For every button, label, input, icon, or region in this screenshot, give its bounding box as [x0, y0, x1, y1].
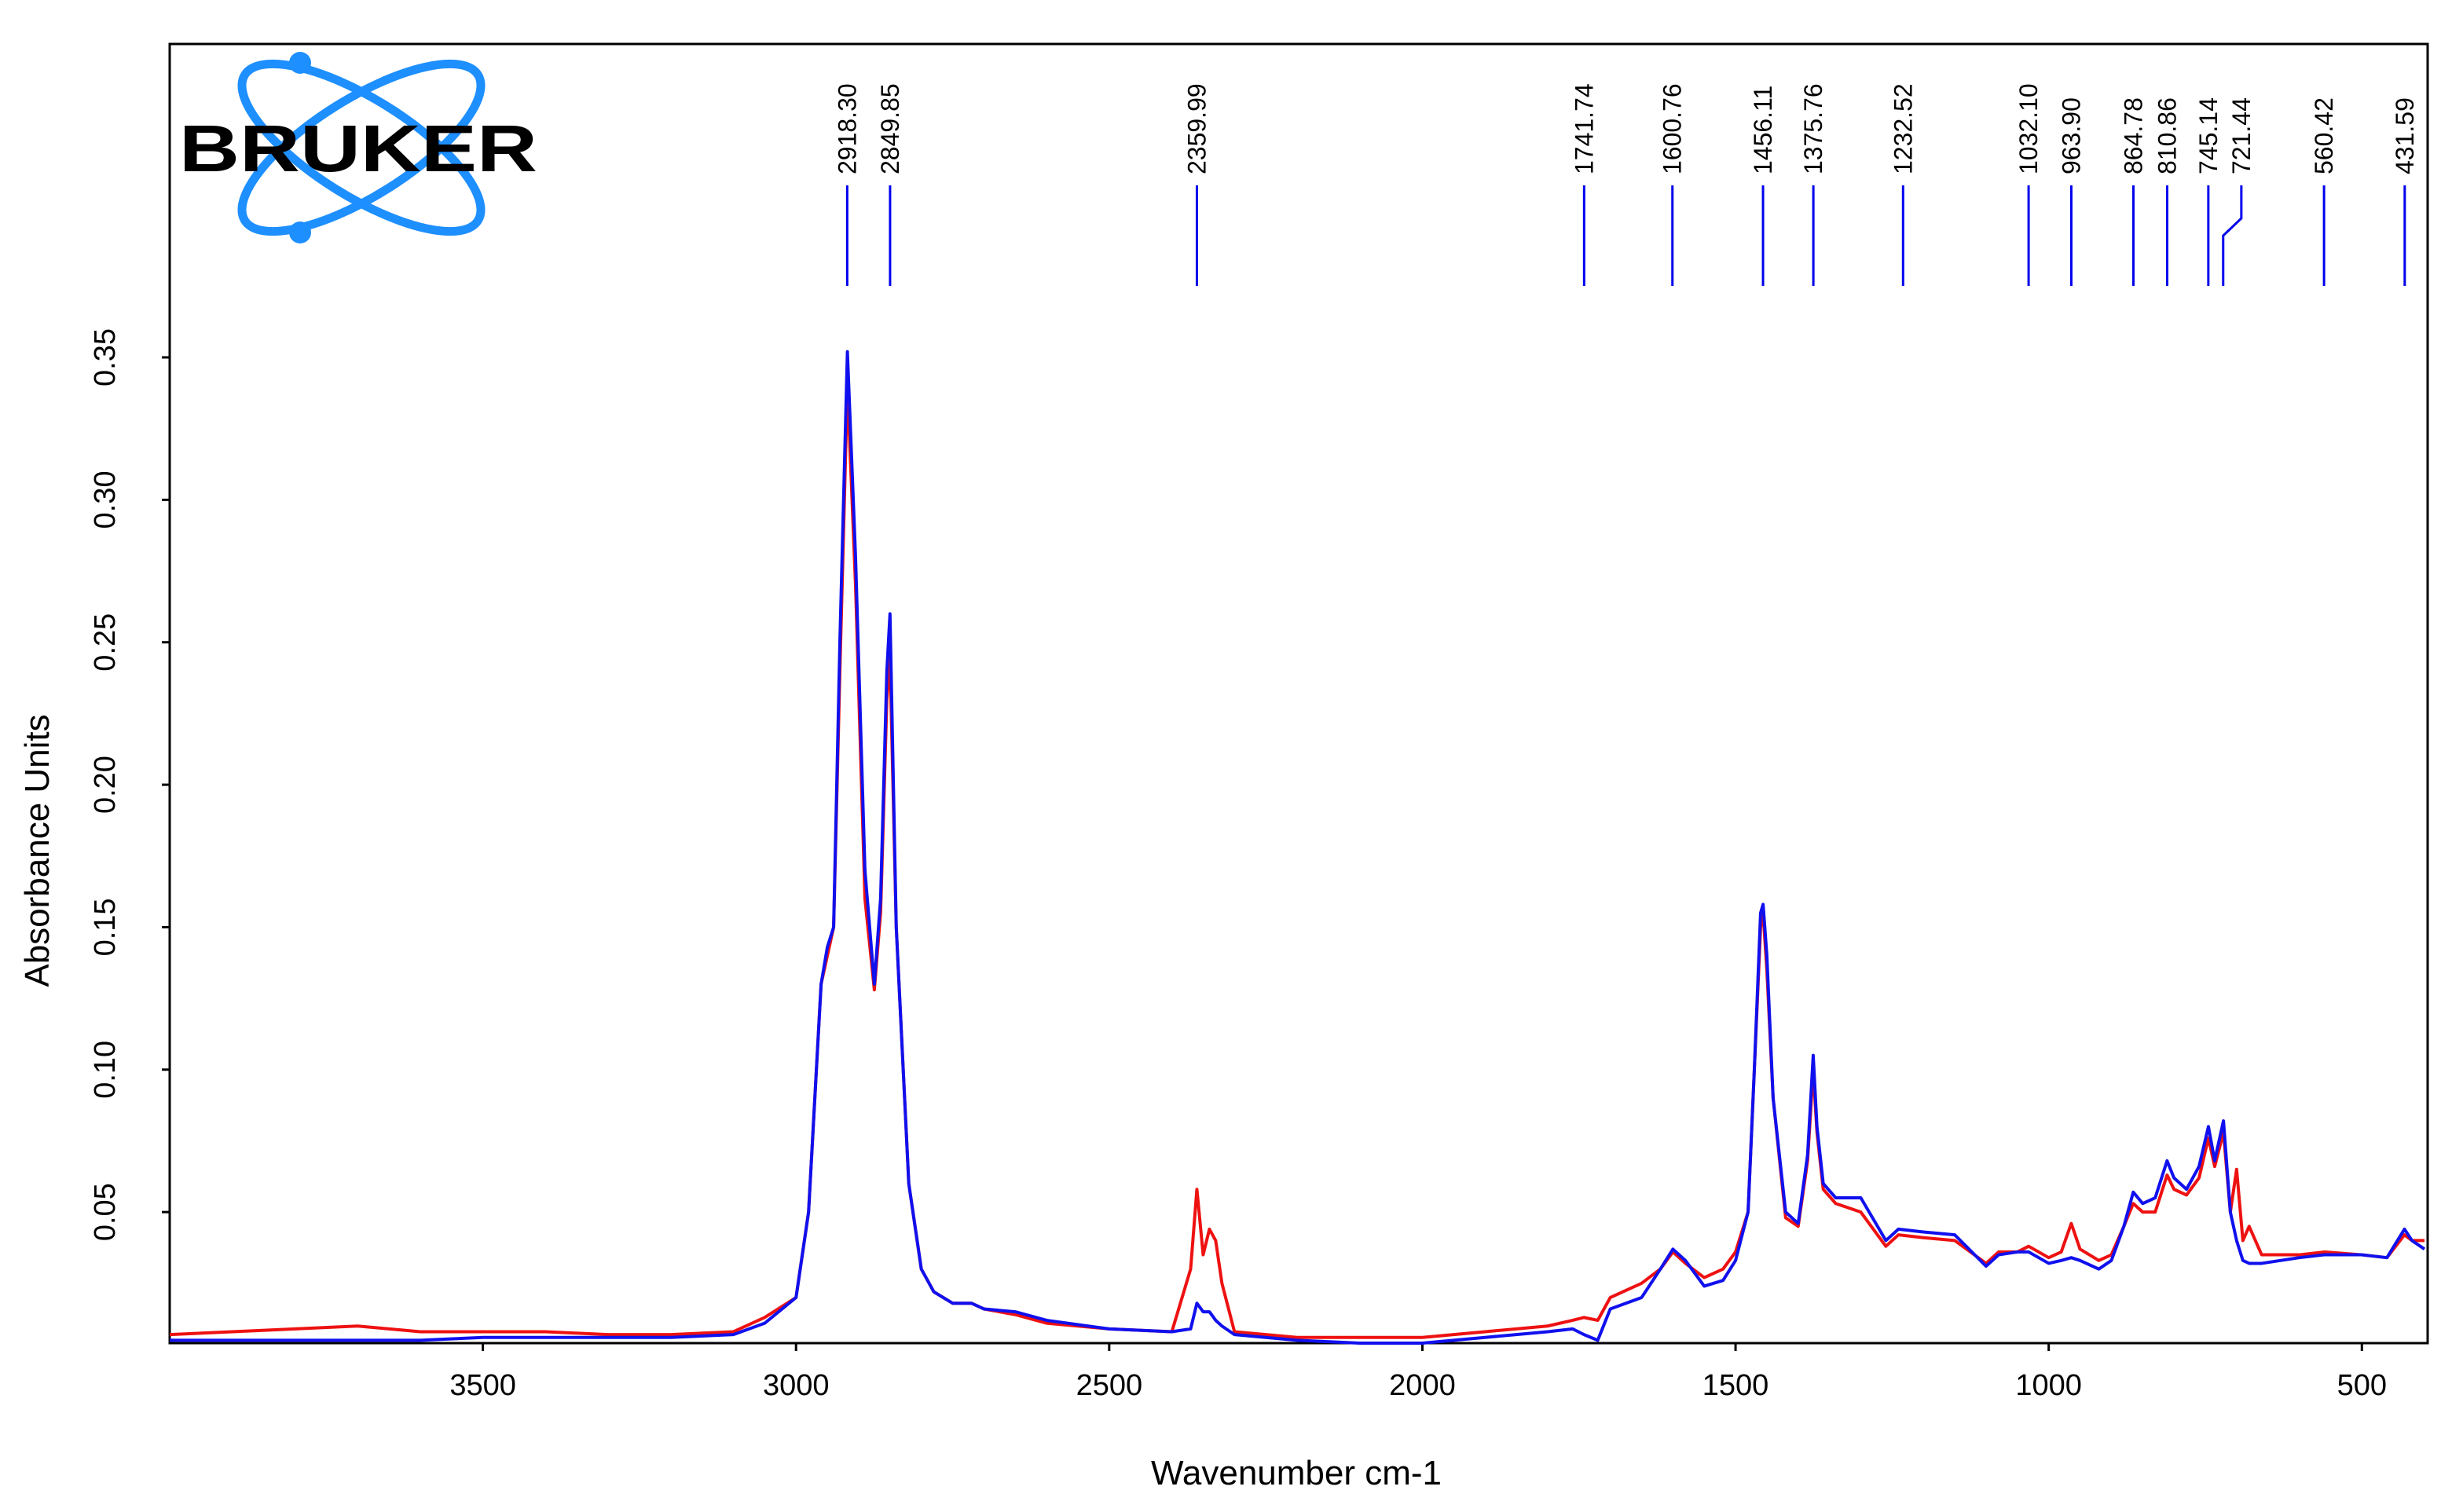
logo-text: BRUKER: [179, 112, 537, 185]
peak-label: 1456.11: [1749, 86, 1777, 174]
peak-label: 1232.52: [1889, 83, 1917, 174]
peak-label: 810.86: [2153, 97, 2181, 174]
x-tick-label: 1500: [1702, 1369, 1769, 1402]
peak-marker: [2222, 185, 2243, 286]
peak-label: 721.44: [2227, 97, 2256, 174]
peak-label: 1600.76: [1658, 83, 1687, 174]
logo-orbit: [237, 59, 486, 236]
y-tick-label: 0.10: [89, 1041, 122, 1099]
logo-dot: [289, 52, 311, 74]
peak-label: 864.78: [2119, 97, 2147, 174]
x-tick-label: 1000: [2015, 1369, 2082, 1402]
logo-orbit: [237, 59, 486, 236]
x-tick-label: 3500: [449, 1369, 516, 1402]
peak-label: 1032.10: [2014, 83, 2043, 174]
spectrum-line: [170, 350, 2426, 1345]
peak-label: 431.59: [2391, 97, 2419, 174]
y-axis-title: Absorbance Units: [18, 714, 57, 987]
peak-label: 1375.76: [1799, 83, 1827, 174]
peak-label: 2918.30: [833, 83, 861, 174]
y-tick-label: 0.05: [89, 1183, 122, 1241]
peak-label: 560.42: [2310, 97, 2338, 174]
peak-label: 2359.99: [1182, 83, 1211, 174]
peak-label: 1741.74: [1570, 83, 1598, 174]
x-tick-label: 3000: [763, 1369, 830, 1402]
spectrum-line: [169, 384, 2425, 1339]
logo: BRUKER: [179, 52, 537, 243]
x-tick-label: 2500: [1076, 1369, 1143, 1402]
y-tick-label: 0.15: [89, 898, 122, 956]
plot-frame: [168, 42, 2429, 1345]
x-tick-label: 500: [2337, 1369, 2387, 1402]
y-tick-label: 0.35: [89, 328, 122, 386]
x-tick-label: 2000: [1389, 1369, 1456, 1402]
peak-label: 2849.85: [876, 83, 904, 174]
peak-label: 745.14: [2194, 97, 2223, 174]
y-tick-label: 0.20: [89, 756, 122, 814]
y-tick-label: 0.30: [89, 470, 122, 529]
x-axis-title: Wavenumber cm-1: [1151, 1454, 1442, 1492]
peak-label: 963.90: [2057, 97, 2085, 174]
logo-dot: [289, 221, 311, 243]
y-tick-label: 0.25: [89, 613, 122, 672]
